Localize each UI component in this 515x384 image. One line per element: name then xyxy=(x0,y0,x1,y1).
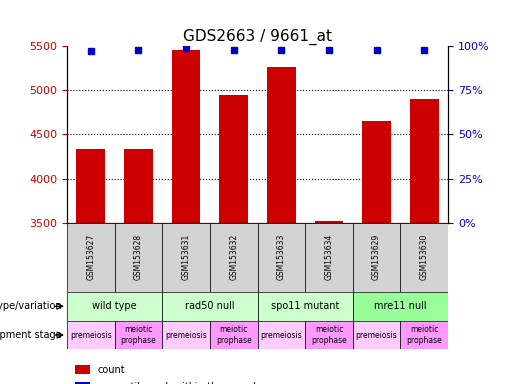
Text: GSM153634: GSM153634 xyxy=(324,234,333,280)
FancyBboxPatch shape xyxy=(114,223,162,292)
FancyBboxPatch shape xyxy=(67,223,114,292)
FancyBboxPatch shape xyxy=(401,223,448,292)
Bar xyxy=(75,382,90,384)
FancyBboxPatch shape xyxy=(353,223,401,292)
Text: development stage: development stage xyxy=(0,330,62,340)
Text: genotype/variation: genotype/variation xyxy=(0,301,62,311)
Text: count: count xyxy=(97,365,125,375)
FancyBboxPatch shape xyxy=(305,321,353,349)
FancyBboxPatch shape xyxy=(162,321,210,349)
Text: spo11 mutant: spo11 mutant xyxy=(271,301,339,311)
FancyBboxPatch shape xyxy=(210,223,258,292)
Bar xyxy=(410,99,439,223)
Text: GSM153629: GSM153629 xyxy=(372,234,381,280)
Text: rad50 null: rad50 null xyxy=(185,301,235,311)
Text: wild type: wild type xyxy=(92,301,137,311)
FancyBboxPatch shape xyxy=(258,321,305,349)
FancyBboxPatch shape xyxy=(114,321,162,349)
Bar xyxy=(124,149,152,223)
FancyBboxPatch shape xyxy=(162,223,210,292)
FancyBboxPatch shape xyxy=(353,321,401,349)
Bar xyxy=(267,67,296,223)
FancyBboxPatch shape xyxy=(67,321,114,349)
Bar xyxy=(219,94,248,223)
FancyBboxPatch shape xyxy=(305,223,353,292)
Text: percentile rank within the sample: percentile rank within the sample xyxy=(97,382,263,384)
Bar xyxy=(171,50,200,223)
Bar xyxy=(76,149,105,223)
Text: meiotic
prophase: meiotic prophase xyxy=(121,325,156,345)
Text: premeiosis: premeiosis xyxy=(165,331,207,339)
Text: GSM153627: GSM153627 xyxy=(87,234,95,280)
FancyBboxPatch shape xyxy=(353,292,448,321)
Bar xyxy=(363,121,391,223)
Text: GSM153631: GSM153631 xyxy=(182,234,191,280)
Bar xyxy=(75,365,90,374)
Text: meiotic
prophase: meiotic prophase xyxy=(311,325,347,345)
Text: GSM153628: GSM153628 xyxy=(134,234,143,280)
FancyBboxPatch shape xyxy=(67,292,162,321)
Text: premeiosis: premeiosis xyxy=(261,331,302,339)
Text: premeiosis: premeiosis xyxy=(356,331,398,339)
FancyBboxPatch shape xyxy=(258,292,353,321)
FancyBboxPatch shape xyxy=(401,321,448,349)
Text: meiotic
prophase: meiotic prophase xyxy=(406,325,442,345)
Bar xyxy=(315,221,343,223)
FancyBboxPatch shape xyxy=(162,292,258,321)
Text: GSM153632: GSM153632 xyxy=(229,234,238,280)
Text: mre11 null: mre11 null xyxy=(374,301,427,311)
Text: GSM153633: GSM153633 xyxy=(277,234,286,280)
Text: premeiosis: premeiosis xyxy=(70,331,112,339)
Text: GSM153630: GSM153630 xyxy=(420,234,428,280)
FancyBboxPatch shape xyxy=(258,223,305,292)
FancyBboxPatch shape xyxy=(210,321,258,349)
Title: GDS2663 / 9661_at: GDS2663 / 9661_at xyxy=(183,28,332,45)
Text: meiotic
prophase: meiotic prophase xyxy=(216,325,251,345)
